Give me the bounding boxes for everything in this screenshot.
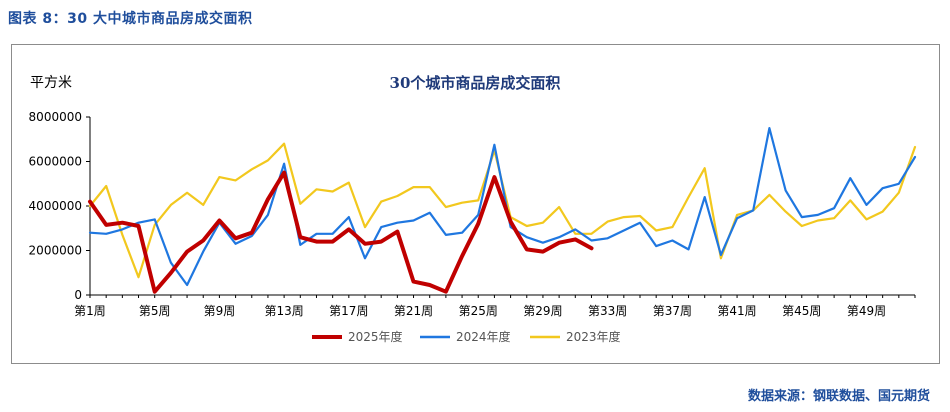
x-tick-label: 第21周 <box>394 304 433 318</box>
x-tick-label: 第17周 <box>329 304 368 318</box>
legend-label-2025年度: 2025年度 <box>348 329 403 344</box>
series-line-2024年度 <box>88 127 917 287</box>
legend-label-2023年度: 2023年度 <box>566 329 621 344</box>
y-tick-label: 0 <box>74 288 82 302</box>
legend-label-2024年度: 2024年度 <box>456 329 511 344</box>
y-tick-label: 4000000 <box>29 199 82 213</box>
chart-title: 30个城市商品房成交面积 <box>389 74 561 92</box>
y-tick-label: 2000000 <box>29 244 82 258</box>
x-tick-label: 第37周 <box>653 304 692 318</box>
x-tick-label: 第45周 <box>782 304 821 318</box>
y-tick-label: 8000000 <box>29 110 82 124</box>
x-tick-label: 第9周 <box>204 304 236 318</box>
x-tick-label: 第41周 <box>717 304 756 318</box>
x-tick-label: 第25周 <box>459 304 498 318</box>
series-line-2023年度 <box>88 142 917 279</box>
x-tick-label: 第13周 <box>264 304 303 318</box>
x-tick-label: 第49周 <box>847 304 886 318</box>
figure-title: 图表 8：30 大中城市商品房成交面积 <box>8 11 253 27</box>
series-group <box>88 127 917 294</box>
x-tick-label: 第33周 <box>588 304 627 318</box>
chart-frame <box>11 44 940 364</box>
x-tick-label: 第5周 <box>139 304 171 318</box>
y-tick-label: 6000000 <box>29 155 82 169</box>
x-tick-label: 第1周 <box>74 304 106 318</box>
x-tick-label: 第29周 <box>523 304 562 318</box>
legend: 2025年度 2024年度 2023年度 <box>312 329 621 344</box>
data-source: 数据来源：钢联数据、国元期货 <box>747 389 930 404</box>
y-axis-unit-label: 平方米 <box>30 75 72 91</box>
axes: 0 2000000 4000000 6000000 8000000 第1周 第5周 第9周 第1… <box>29 110 916 318</box>
series-line-2025年度 <box>88 170 594 294</box>
